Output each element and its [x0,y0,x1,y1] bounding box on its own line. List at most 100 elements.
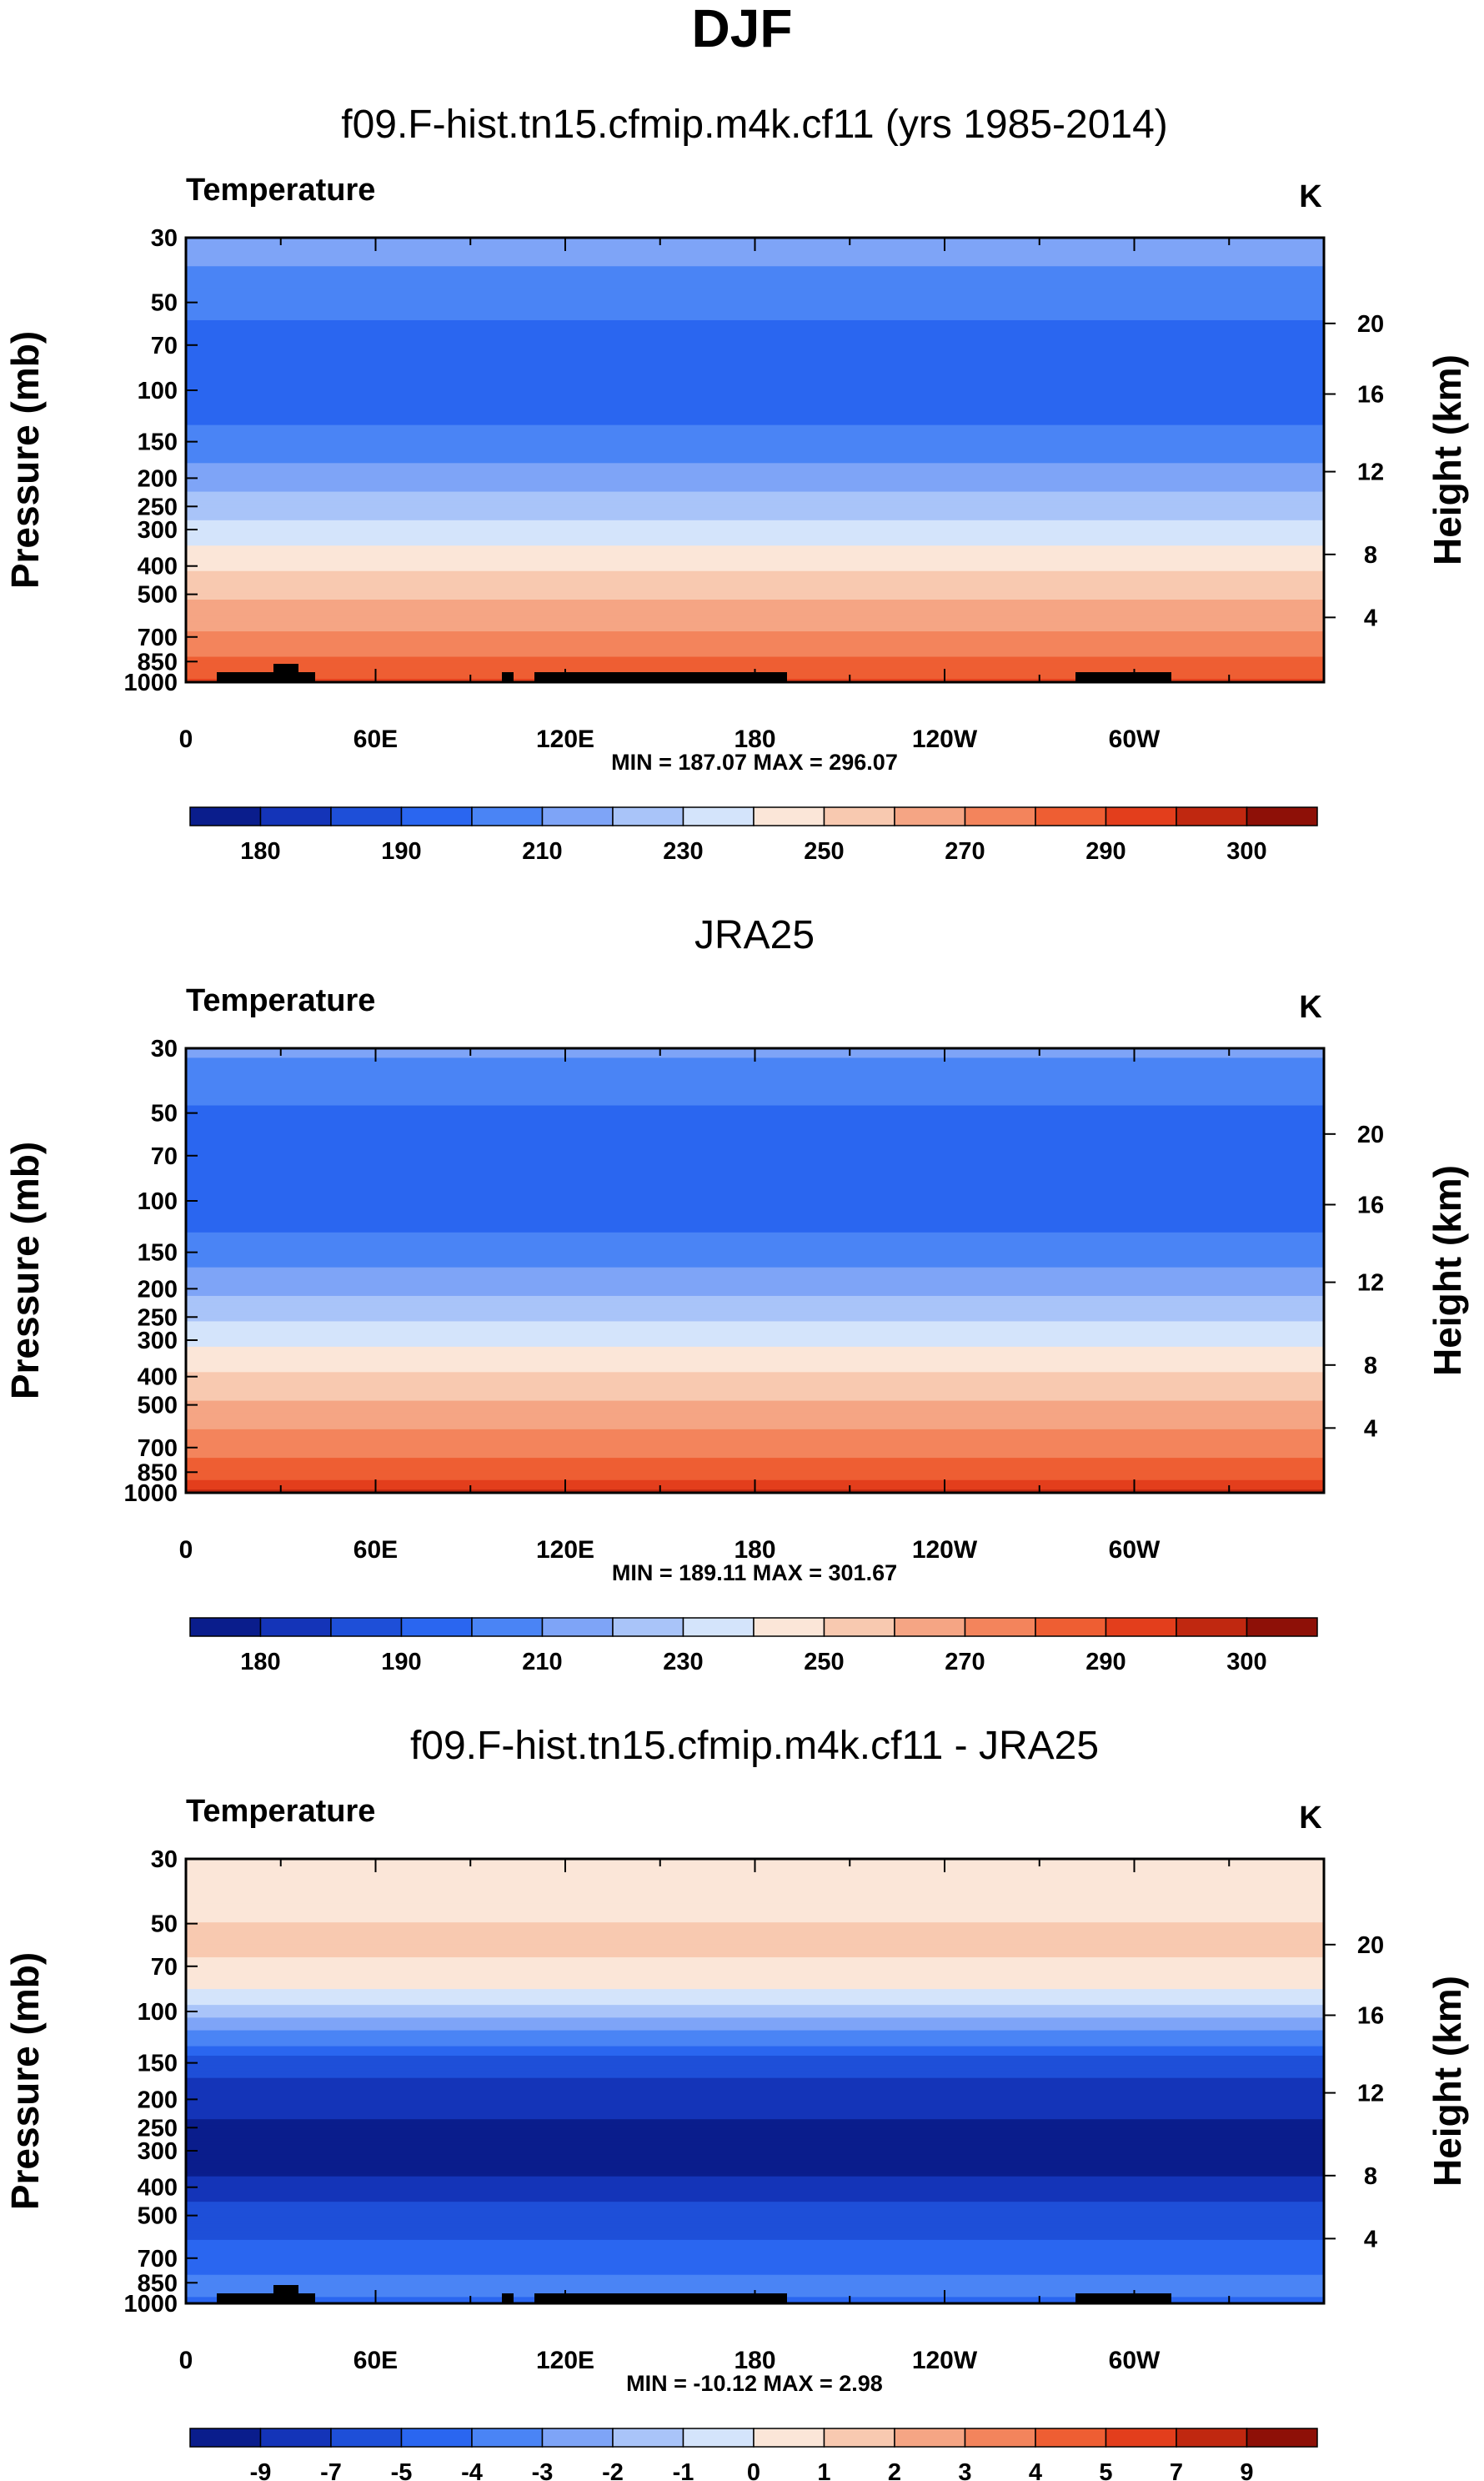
contour-band [186,409,1324,414]
contour-band [186,498,1324,502]
contour-band [186,285,1324,289]
contour-band [186,1460,1324,1465]
contour-band [186,637,1324,642]
contour-band [186,1114,1324,1119]
contour-band [186,1966,1324,1971]
contour-band [186,1295,1324,1300]
y2-tick-label: 20 [1357,1122,1384,1148]
contour-band [186,1086,1324,1091]
x-tick-label: 60E [353,1536,398,1564]
contour-band [186,1979,1324,1984]
contour-band [186,1324,1324,1328]
contour-band [186,1147,1324,1151]
contour-band [186,1188,1324,1193]
contour-band [186,342,1324,347]
contour-band [186,294,1324,299]
contour-band [186,1416,1324,1421]
contour-band [186,1130,1324,1135]
contour-band [186,1394,1324,1399]
contour-band [186,2072,1324,2076]
contour-band [186,1877,1324,1882]
contour-band [186,2265,1324,2269]
contour-band [186,2046,1324,2051]
colorbar-swatch [259,1617,332,1637]
colorbar-label: 290 [1085,838,1126,865]
contour-band [186,1378,1324,1383]
contour-band [186,1226,1324,1230]
y-tick-label: 100 [138,1999,178,2026]
y-tick-label: 700 [138,625,178,651]
colorbar-swatch [1246,1617,1318,1637]
contour-band [186,2011,1324,2016]
contour-band [186,2128,1324,2133]
contour-band [186,542,1324,547]
x-tick-label: 180 [734,1536,775,1564]
variable-label: Temperature [186,1794,375,1829]
contour-band [186,609,1324,614]
contour-band [186,653,1324,658]
contour-band [186,266,1324,270]
contour-band [186,1277,1324,1281]
chart-panel-1: f09.F-hist.tn15.cfmip.m4k.cf11 (yrs 1985… [3,103,1469,865]
x-tick-label: 60E [353,2347,398,2374]
x-tick-label: 120E [536,726,594,753]
contour-band [186,1875,1324,1879]
x-tick-label: 0 [179,1536,193,1564]
contour-band [186,551,1324,556]
contour-band [186,1435,1324,1440]
y-tick-label: 70 [151,333,178,359]
y-tick-label: 50 [151,1101,178,1127]
contour-band [186,574,1324,579]
contour-band [186,2230,1324,2235]
colorbar-swatch [1246,2428,1318,2448]
contour-band [186,1887,1324,1891]
colorbar-label: -7 [320,2459,342,2481]
contour-band [186,1096,1324,1100]
contour-band [186,644,1324,648]
colorbar-label: 7 [1170,2459,1183,2481]
y-tick-label: 850 [138,2270,178,2297]
colorbar-label: 300 [1226,838,1266,865]
contour-band [186,1318,1324,1323]
contour-band [186,510,1324,515]
contour-band [186,447,1324,451]
y-tick-label: 300 [138,517,178,544]
contour-band [186,349,1324,353]
contour-band [186,1117,1324,1122]
colorbar: 180 190 210 230 250 270 290 300 [189,1617,1318,1675]
contour-band [186,2049,1324,2054]
contour-band [186,2087,1324,2092]
colorbar-swatch [1176,2428,1248,2448]
contour-band [186,580,1324,585]
contour-band [186,380,1324,384]
contour-band [186,424,1324,429]
variable-label: Temperature [186,983,375,1018]
y2-tick-label: 8 [1364,542,1377,569]
contour-band [186,339,1324,344]
colorbar-label: 180 [240,1649,280,1675]
contour-band [186,1423,1324,1427]
contour-band [186,2014,1324,2019]
colorbar-swatch [189,806,262,826]
colorbar-swatch [1035,1617,1107,1637]
y-tick-label: 150 [138,1240,178,1267]
x-axis: 0 60E 120E 180 120W 60W [179,1859,1325,2374]
contour-band [186,2125,1324,2130]
y-tick-label: 400 [138,554,178,580]
contour-band [186,558,1324,563]
contour-band [186,259,1324,264]
contour-band [186,263,1324,268]
contour-band [186,1242,1324,1246]
topography-block [273,2285,298,2303]
contour-band [186,1976,1324,1981]
contour-band [186,2157,1324,2162]
contour-band [186,660,1324,664]
contour-band [186,434,1324,439]
contour-band [186,1404,1324,1409]
colorbar-swatch [1035,806,1107,826]
y2-tick-label: 8 [1364,2163,1377,2190]
contour-band [186,1286,1324,1291]
contour-band [186,1444,1324,1449]
contour-band [186,396,1324,400]
contour-band [186,2030,1324,2035]
